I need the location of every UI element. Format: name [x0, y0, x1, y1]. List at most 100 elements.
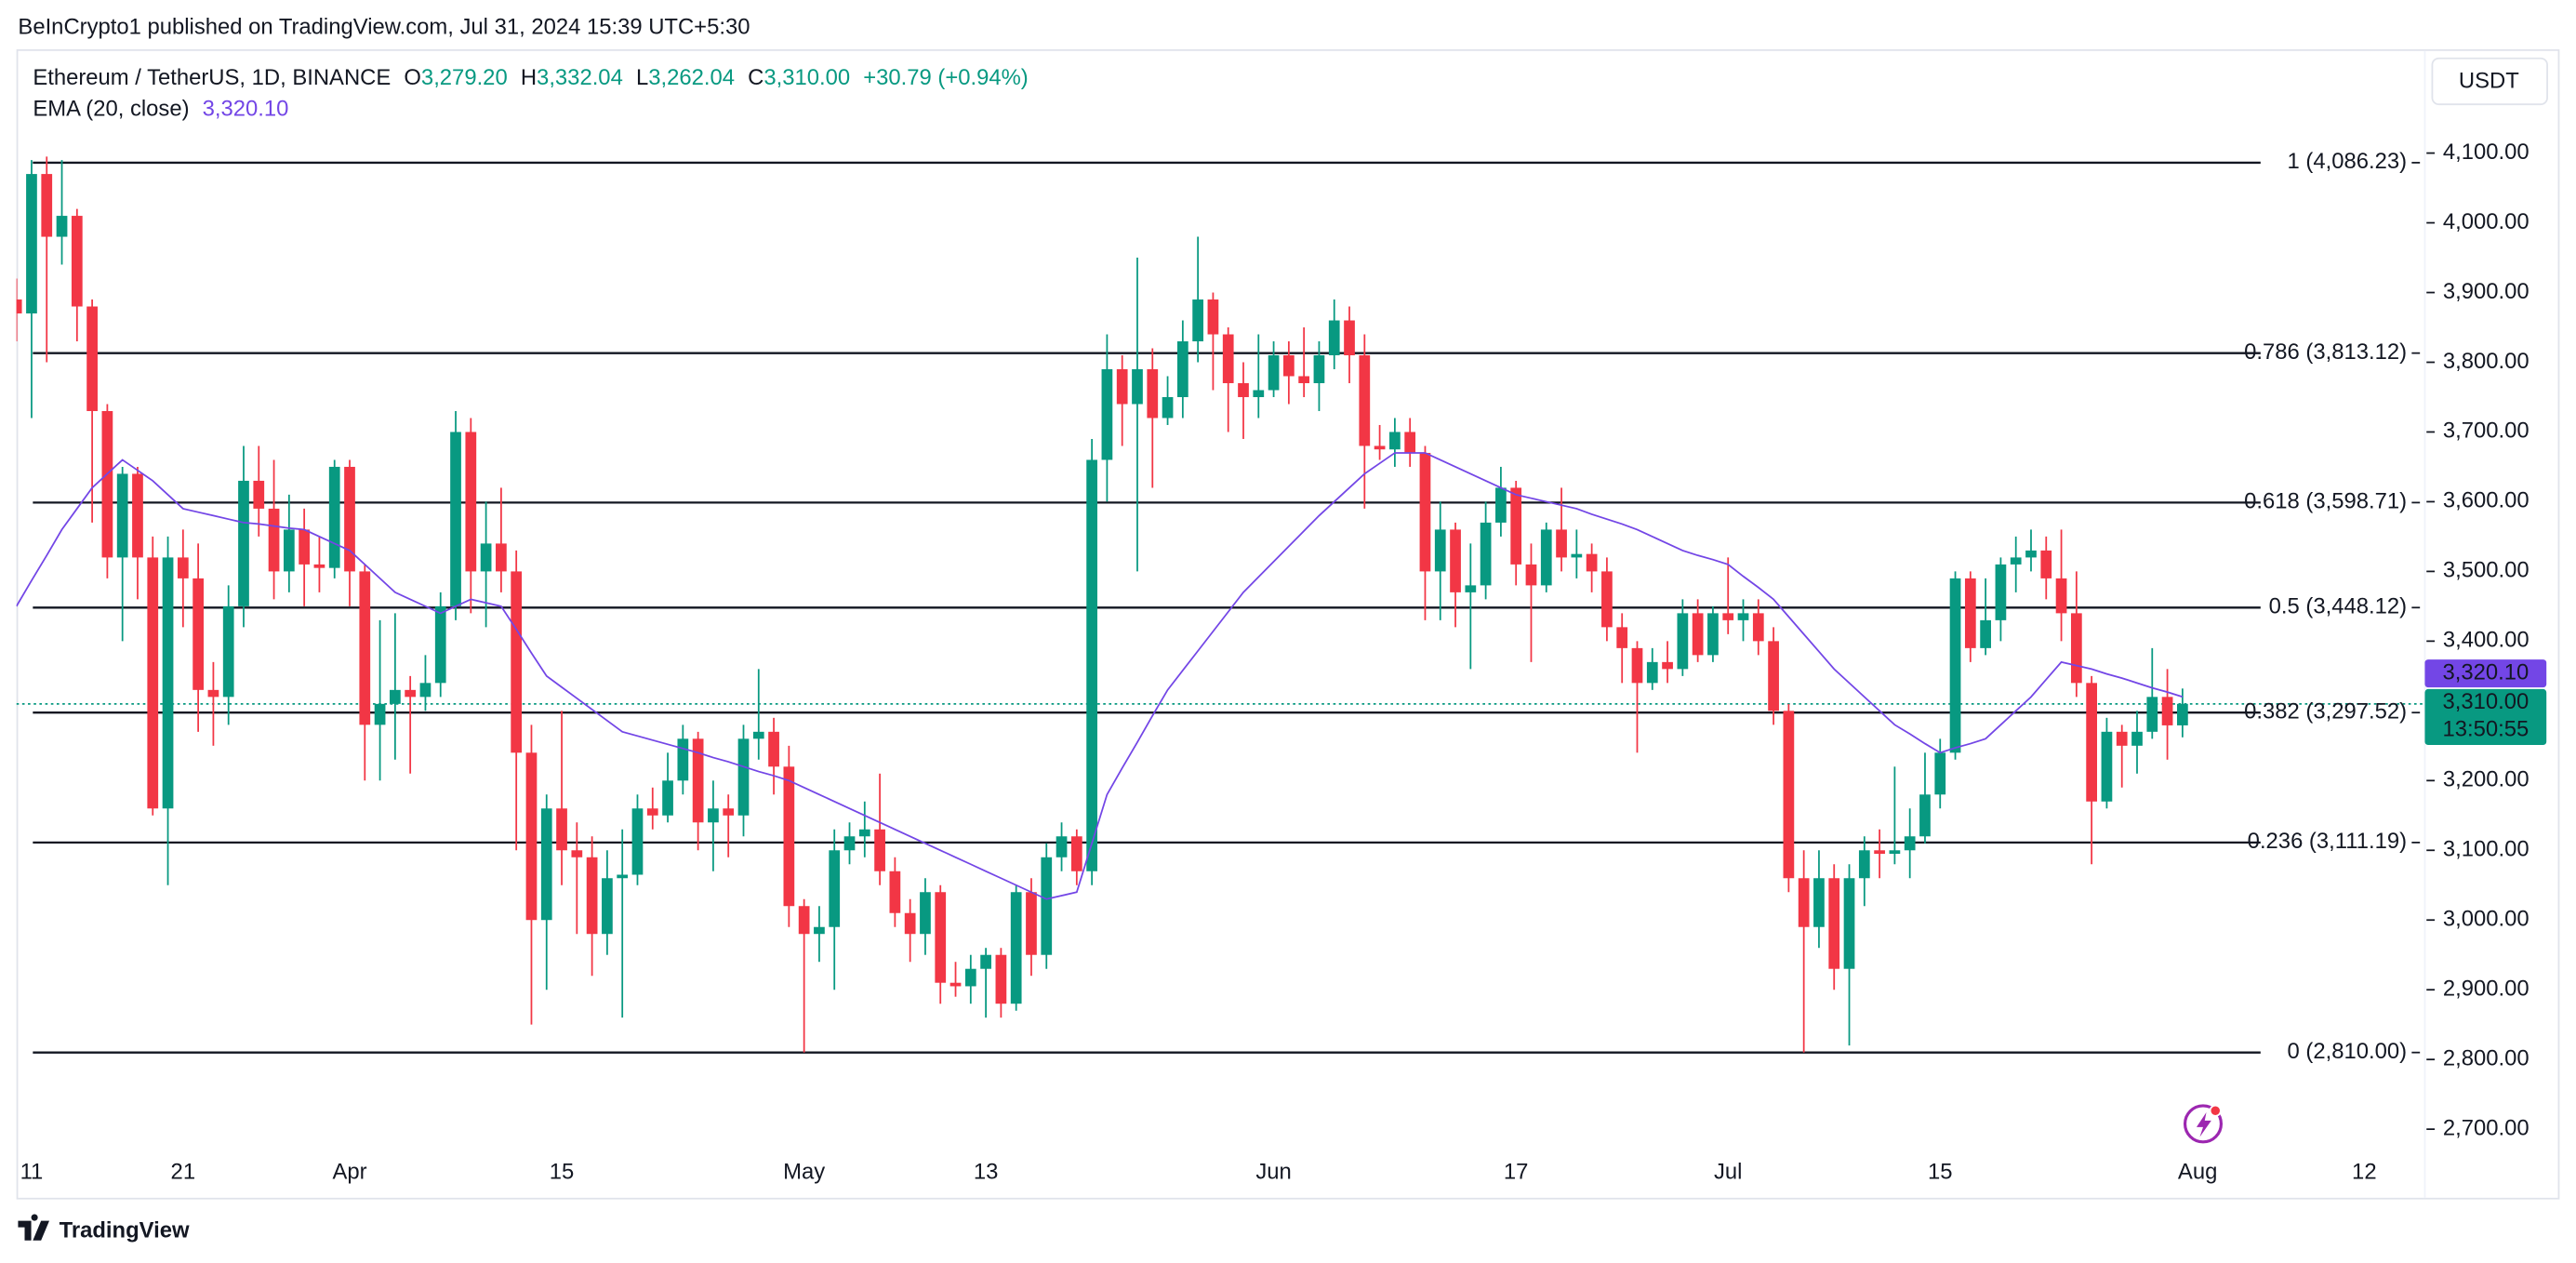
candle-body — [1752, 613, 1764, 642]
alert-ring[interactable] — [2183, 1104, 2224, 1144]
candle — [1874, 829, 1885, 879]
fib-level-label: 0.5 (3,448.12) — [2269, 594, 2407, 619]
candle — [116, 466, 128, 642]
candle-body — [1041, 857, 1053, 955]
candle — [71, 208, 83, 342]
candle — [1934, 738, 1946, 809]
candle — [2131, 711, 2143, 774]
candle-body — [101, 410, 113, 558]
candle-body — [299, 529, 311, 565]
candle — [1631, 641, 1643, 753]
candle — [1465, 543, 1477, 670]
candle-body — [419, 683, 432, 698]
ema-line — [16, 452, 2184, 900]
candle-body — [874, 829, 885, 871]
candle-body — [995, 954, 1007, 1004]
candle-body — [1162, 396, 1174, 419]
candle-body — [1798, 878, 1810, 927]
candle — [752, 669, 764, 760]
candle-body — [465, 432, 477, 572]
candle — [1616, 613, 1628, 684]
candle — [1737, 599, 1749, 642]
candle — [1374, 424, 1386, 460]
candle-body — [571, 850, 583, 858]
ohlc-key: H — [521, 65, 537, 90]
candle — [344, 459, 355, 606]
candle — [162, 536, 174, 885]
candle — [1677, 599, 1689, 676]
candle — [1495, 466, 1507, 537]
candle — [86, 299, 98, 523]
candle — [238, 445, 249, 628]
candle — [26, 160, 37, 419]
alert-dot[interactable] — [2209, 1104, 2222, 1117]
currency-button[interactable]: USDT — [2431, 57, 2548, 106]
candle — [1344, 306, 1355, 383]
x-tick-label: Jul — [1714, 1160, 1742, 1185]
currency-label[interactable]: USDT — [2459, 69, 2519, 94]
candle-body — [1631, 647, 1643, 684]
fib-level-label: 0 (2,810.00) — [2288, 1039, 2408, 1064]
candle-body — [1253, 390, 1265, 397]
candle — [1752, 599, 1764, 656]
candle-body — [162, 557, 174, 809]
candle — [1843, 864, 1855, 1046]
y-tick-label: 3,900.00 — [2443, 279, 2530, 304]
brand-name[interactable]: TradingView — [60, 1217, 190, 1243]
candle — [858, 801, 870, 858]
candle — [328, 459, 340, 578]
currency-button-frame[interactable] — [2431, 57, 2548, 106]
candle-body — [480, 543, 492, 572]
brand[interactable]: TradingView — [18, 1214, 190, 1243]
candle-body — [631, 808, 644, 875]
alert-icon[interactable] — [2183, 1104, 2224, 1144]
candle — [1253, 334, 1265, 419]
candle — [193, 543, 204, 732]
legend: Ethereum / TetherUS, 1D, BINANCE O3,279.2… — [33, 65, 1028, 90]
candle-body — [405, 689, 417, 698]
candle-body — [1010, 892, 1022, 1004]
candle — [1389, 418, 1401, 467]
candle — [434, 592, 446, 698]
candle-body — [434, 605, 446, 684]
candle-body — [313, 564, 325, 568]
candle — [1086, 438, 1097, 885]
candle-body — [1556, 529, 1567, 558]
candle-body — [496, 543, 507, 572]
candle — [1298, 327, 1310, 397]
candle-body — [1056, 836, 1068, 858]
candle — [1026, 878, 1037, 977]
change: +30.79 (+0.94%) — [863, 65, 1029, 90]
candle — [1858, 836, 1870, 907]
candle-body — [1874, 850, 1885, 855]
alert-bolt[interactable] — [2196, 1111, 2211, 1137]
ohlc-key: C — [748, 65, 764, 90]
y-tick-label: 3,200.00 — [2443, 767, 2530, 792]
brand-logo[interactable] — [18, 1214, 49, 1241]
candle — [1010, 884, 1022, 1011]
candle — [253, 445, 265, 537]
candle-body — [1116, 368, 1128, 405]
candle-body — [374, 703, 386, 725]
candle-body — [1026, 892, 1037, 955]
candle — [1586, 543, 1598, 592]
candle-body — [344, 466, 355, 572]
candle — [1162, 376, 1174, 425]
candle-body — [1389, 432, 1401, 450]
candle-body — [1813, 878, 1825, 927]
candle-body — [511, 571, 523, 753]
last-price-label: 3,310.00 — [2442, 689, 2529, 714]
candle — [964, 954, 976, 1004]
candle-body — [1707, 613, 1719, 656]
symbol: Ethereum / TetherUS, 1D, BINANCE — [33, 65, 391, 90]
candle-body — [1843, 878, 1855, 969]
candle-body — [1571, 553, 1583, 558]
candle-body — [1949, 578, 1961, 753]
candle-body — [2010, 557, 2022, 565]
candle-body — [1692, 613, 1704, 656]
candle-body — [1858, 850, 1870, 879]
candle — [1692, 599, 1704, 662]
candle-body — [1737, 613, 1749, 620]
candle-body — [41, 174, 53, 237]
